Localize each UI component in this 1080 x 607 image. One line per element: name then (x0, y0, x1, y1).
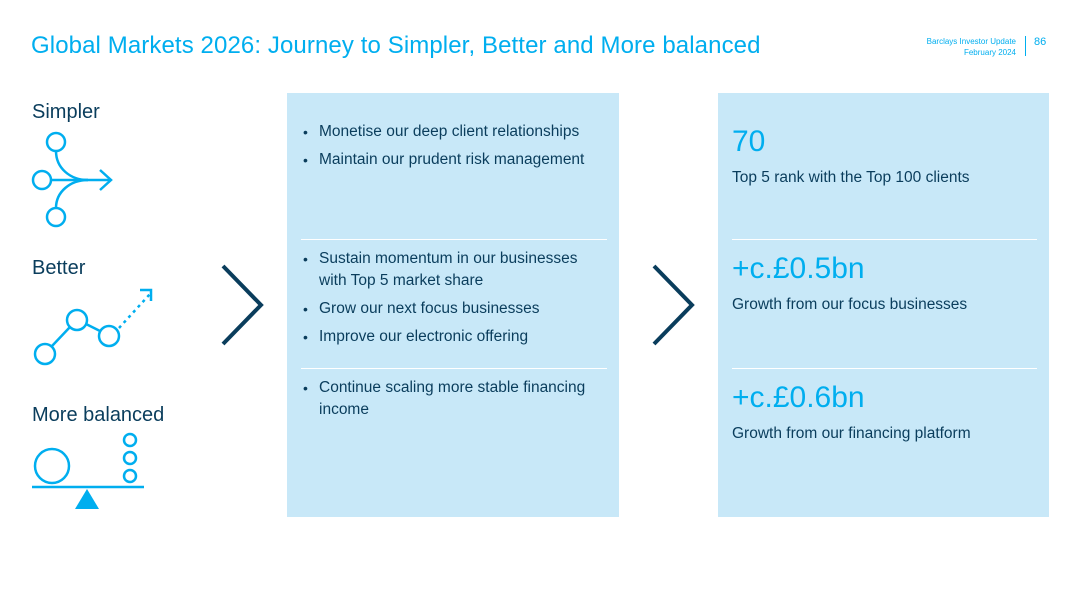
header-meta: Barclays Investor Update February 2024 (927, 36, 1016, 58)
bullet-item: Grow our next focus businesses (301, 298, 603, 320)
bullet-group-simpler: Monetise our deep client relationships M… (287, 121, 619, 177)
page-title: Global Markets 2026: Journey to Simpler,… (31, 32, 761, 59)
pillar-label-more-balanced: More balanced (32, 404, 165, 426)
chevron-right-icon (221, 264, 264, 346)
metric-top-clients: 70 Top 5 rank with the Top 100 clients (732, 125, 970, 187)
bullet-group-better: Sustain momentum in our businesses with … (287, 248, 619, 354)
metric-description: Top 5 rank with the Top 100 clients (732, 169, 970, 186)
separator (732, 239, 1037, 240)
separator (732, 368, 1037, 369)
actions-panel: Monetise our deep client relationships M… (287, 93, 619, 517)
pillar-label-better: Better (32, 257, 86, 279)
header-divider (1025, 36, 1026, 56)
metric-description: Growth from our focus businesses (732, 296, 968, 313)
metric-value: +c.£0.5bn (732, 252, 865, 285)
metric-value: +c.£0.6bn (732, 381, 865, 414)
chevron-right-icon (652, 264, 695, 346)
balance-scale-icon (32, 432, 144, 509)
metric-value: 70 (732, 125, 766, 158)
bullet-item: Improve our electronic offering (301, 326, 603, 348)
page-number: 86 (1034, 36, 1047, 48)
bullet-group-more-balanced: Continue scaling more stable financing i… (287, 377, 619, 427)
metric-focus-businesses: +c.£0.5bn Growth from our focus business… (732, 252, 967, 314)
growth-line-icon (33, 288, 153, 366)
pillar-label-simpler: Simpler (32, 101, 100, 123)
metric-financing-platform: +c.£0.6bn Growth from our financing plat… (732, 381, 971, 443)
bullet-item: Monetise our deep client relationships (301, 121, 603, 143)
source-label: Barclays Investor Update (926, 37, 1016, 46)
branching-arrow-icon (31, 131, 113, 228)
date-label: February 2024 (963, 48, 1016, 57)
bullet-item: Sustain momentum in our businesses with … (301, 248, 603, 292)
bullet-item: Continue scaling more stable financing i… (301, 377, 603, 421)
metric-description: Growth from our financing platform (732, 425, 971, 442)
bullet-item: Maintain our prudent risk management (301, 149, 603, 171)
metrics-panel: 70 Top 5 rank with the Top 100 clients +… (718, 93, 1049, 517)
separator (301, 368, 607, 369)
separator (301, 239, 607, 240)
